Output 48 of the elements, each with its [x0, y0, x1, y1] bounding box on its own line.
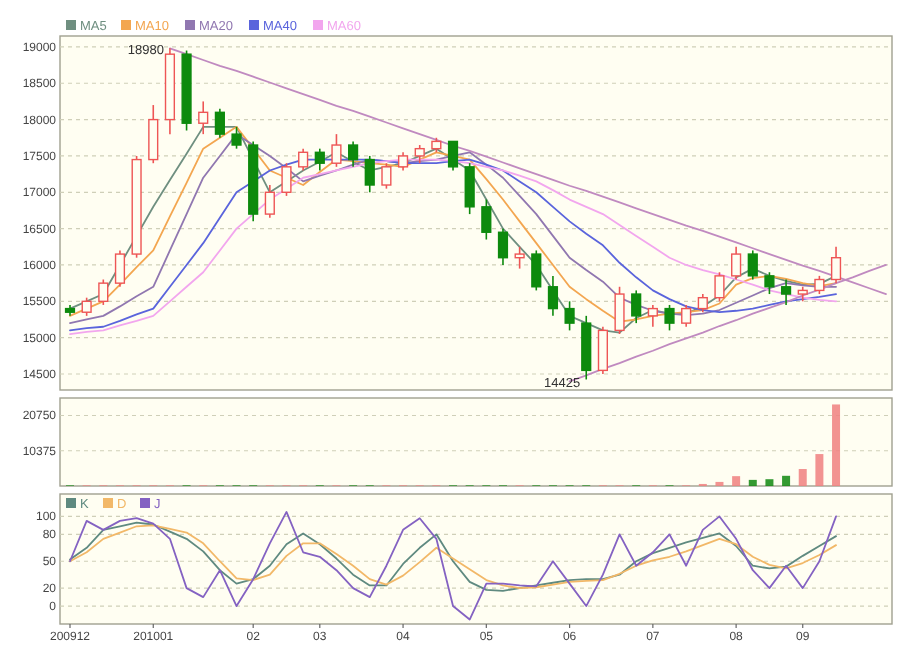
candlestick: [547, 275, 559, 317]
candlestick: [697, 293, 708, 314]
candlestick: [198, 100, 209, 135]
candlestick: [614, 285, 625, 335]
candlestick: [664, 304, 675, 332]
candlestick: [447, 140, 459, 172]
candlestick: [348, 140, 359, 168]
candlestick: [731, 246, 742, 281]
candlestick: [364, 155, 375, 194]
line-series: [69, 511, 837, 621]
candlestick: [780, 278, 792, 306]
candlestick: [581, 315, 592, 381]
candlestick: [397, 151, 409, 172]
candlestick: [747, 249, 758, 281]
candlestick: [514, 246, 525, 270]
candlestick: [381, 162, 392, 190]
candlestick: [264, 184, 275, 219]
candlestick: [764, 271, 775, 295]
bar: [815, 454, 824, 486]
candlestick: [714, 271, 725, 303]
candlestick: [331, 133, 342, 168]
candlestick: [114, 249, 126, 288]
candlestick: [298, 147, 309, 172]
candlestick: [81, 296, 92, 317]
candlestick: [497, 227, 509, 266]
bar: [782, 475, 791, 486]
bar: [732, 476, 741, 486]
candlestick: [98, 278, 109, 306]
bar: [798, 469, 807, 486]
candlestick: [414, 144, 425, 165]
bar: [748, 479, 757, 486]
candlestick: [148, 104, 159, 165]
bar: [765, 479, 774, 486]
candlestick: [681, 304, 692, 328]
candlestick: [830, 246, 842, 284]
candlestick: [231, 126, 242, 150]
candlestick: [281, 162, 292, 197]
candlestick: [631, 289, 642, 324]
candlestick: [531, 249, 542, 292]
candlestick: [314, 147, 325, 172]
bar: [832, 404, 841, 486]
candlestick: [214, 107, 225, 139]
candlestick: [647, 304, 658, 328]
candlestick: [464, 162, 475, 215]
candlestick: [481, 198, 492, 241]
candlestick: [814, 275, 825, 295]
candlestick: [564, 300, 575, 332]
candlestick: [597, 325, 608, 375]
